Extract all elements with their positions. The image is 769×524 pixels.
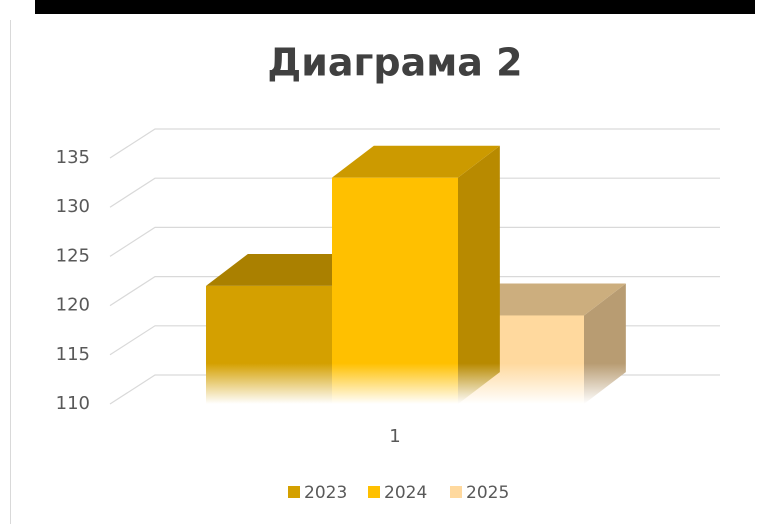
grid-line [109, 276, 720, 307]
bar-top [332, 145, 500, 178]
legend-label: 2024 [384, 483, 427, 503]
grid-line [109, 226, 720, 257]
legend-swatch [288, 486, 300, 498]
bar [332, 145, 500, 404]
top-band [35, 0, 755, 14]
legend-label: 2023 [304, 483, 347, 503]
bar-side [458, 145, 500, 404]
legend-swatch [450, 486, 462, 498]
bar-top [206, 254, 374, 286]
bar-front [206, 285, 332, 404]
bar-front [332, 177, 458, 404]
legend-label: 2025 [466, 483, 509, 503]
y-tick-label: 110 [56, 393, 90, 414]
y-tick-label: 135 [56, 147, 90, 168]
legend-swatch [368, 486, 380, 498]
y-tick-label: 115 [56, 344, 90, 365]
y-tick-label: 120 [56, 295, 90, 316]
chart-title: Диаграма 2 [267, 41, 522, 85]
y-tick-label: 125 [56, 245, 90, 266]
x-tick-label: 1 [389, 426, 400, 447]
grid-line [109, 128, 720, 159]
bar-side [584, 283, 626, 404]
y-tick-label: 130 [56, 196, 90, 217]
bar-top [458, 283, 626, 316]
grid-line [109, 177, 720, 208]
